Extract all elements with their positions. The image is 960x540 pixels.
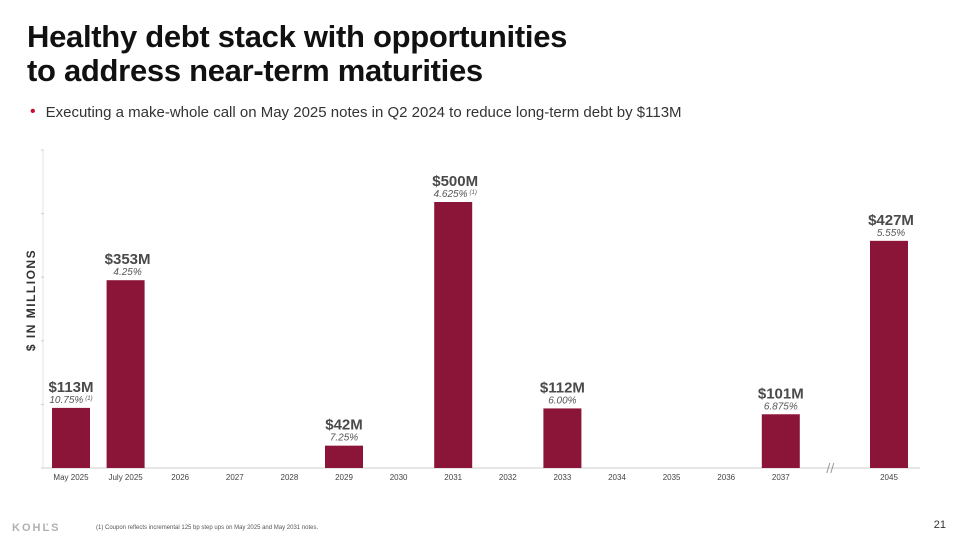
bar-13 — [761, 414, 800, 468]
x-tick-label: 2026 — [171, 473, 189, 482]
axis-break-line — [826, 462, 831, 474]
rate-label: 10.75% (1) — [49, 395, 92, 406]
x-tick-label: 2034 — [608, 473, 626, 482]
x-tick-label: 2037 — [772, 473, 790, 482]
x-tick-label: 2032 — [499, 473, 517, 482]
bar-7 — [434, 202, 473, 468]
page-number: 21 — [933, 519, 946, 531]
kohls-logo: KOHĽS — [12, 522, 61, 534]
rate-label: 6.875% — [764, 401, 798, 412]
value-label: $113M — [48, 379, 93, 396]
bar-9 — [543, 408, 582, 468]
bar-5 — [325, 445, 363, 468]
x-tick-label: 2030 — [390, 473, 408, 482]
x-tick-label: 2045 — [880, 473, 898, 482]
x-tick-label: 2036 — [717, 473, 735, 482]
x-tick-label: May 2025 — [53, 473, 89, 482]
rate-footnote-marker: (1) — [85, 396, 92, 402]
bullet-text: Executing a make-whole call on May 2025 … — [45, 103, 682, 121]
x-tick-label: July 2025 — [108, 473, 143, 482]
value-label: $42M — [325, 417, 363, 434]
slide-title: Healthy debt stack with opportunities to… — [27, 20, 567, 88]
x-tick-label: 2033 — [554, 473, 572, 482]
rate-footnote-marker: (1) — [469, 190, 476, 196]
rate-label: 5.55% — [877, 228, 905, 239]
x-tick-label: 2031 — [444, 473, 462, 482]
value-label: $500M — [432, 173, 478, 190]
rate-label: 4.625% (1) — [434, 189, 477, 200]
title-line-2: to address near-term maturities — [27, 53, 483, 88]
rate-label: 7.25% — [330, 433, 358, 444]
x-tick-label: 2035 — [663, 473, 681, 482]
rate-label: 4.25% — [113, 267, 141, 278]
bar-1 — [106, 280, 145, 468]
bar-0 — [52, 407, 90, 468]
bar-14 — [870, 240, 908, 468]
title-line-1: Healthy debt stack with opportunities — [27, 19, 568, 54]
value-label: $353M — [105, 251, 151, 268]
value-label: $112M — [540, 379, 585, 396]
value-label: $427M — [868, 212, 914, 229]
bullet-point: • Executing a make-whole call on May 202… — [30, 103, 682, 121]
footnote: (1) Coupon reflects incremental 125 bp s… — [96, 525, 319, 531]
rate-label: 6.00% — [548, 395, 576, 406]
bullet-dot-icon: • — [30, 103, 36, 120]
value-label: $101M — [758, 385, 804, 402]
x-tick-label: 2027 — [226, 473, 244, 482]
x-tick-label: 2028 — [281, 473, 299, 482]
axis-break-line — [830, 462, 835, 474]
x-tick-label: 2029 — [335, 473, 353, 482]
